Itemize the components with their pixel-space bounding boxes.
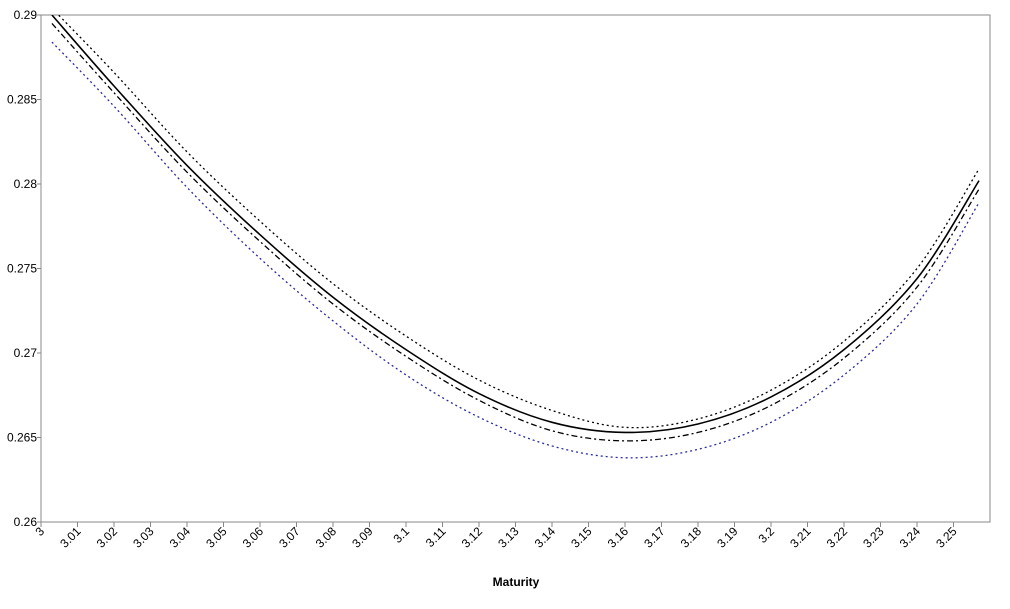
x-tick-label: 3.16 [605, 524, 632, 551]
x-tick-label: 3.08 [313, 524, 340, 551]
x-tick-label: 3.06 [240, 524, 267, 551]
x-tick-label: 3.21 [787, 524, 814, 551]
x-tick-label: 3.23 [860, 524, 887, 551]
x-tick-label: 3 [32, 524, 47, 539]
x-tick-label: 3.15 [568, 524, 595, 551]
y-tick-label: 0.26 [14, 515, 38, 529]
series-line [57, 15, 980, 429]
x-tick-label: 3.05 [203, 524, 230, 551]
x-tick-label: 3.01 [57, 524, 84, 551]
series-line [51, 15, 980, 434]
plot-area [51, 15, 980, 459]
x-tick-label: 3.09 [349, 524, 376, 551]
x-tick-label: 3.1 [390, 524, 412, 546]
x-tick-label: 3.2 [755, 524, 777, 546]
x-tick-label: 3.13 [495, 524, 522, 551]
x-axis-label: Maturity [493, 575, 540, 589]
series-line [51, 23, 980, 442]
x-tick-label: 3.19 [714, 524, 741, 551]
y-tick-label: 0.29 [14, 8, 38, 22]
plot-frame [40, 14, 991, 523]
y-tick-label: 0.285 [7, 93, 37, 107]
y-tick-label: 0.275 [7, 262, 37, 276]
x-tick-label: 3.07 [276, 524, 303, 551]
series-line [51, 41, 980, 459]
x-tick-label: 3.02 [94, 524, 121, 551]
x-tick-label: 3.25 [933, 524, 960, 551]
x-tick-label: 3.12 [459, 524, 486, 551]
x-tick-label: 3.11 [423, 524, 449, 550]
x-tick-label: 3.24 [897, 524, 924, 551]
x-tick-label: 3.03 [130, 524, 157, 551]
x-tick-label: 3.22 [824, 524, 851, 551]
y-tick-label: 0.265 [7, 431, 37, 445]
x-tick-label: 3.17 [641, 524, 668, 551]
y-tick-label: 0.27 [14, 346, 38, 360]
x-tick-label: 3.18 [678, 524, 705, 551]
y-tick-label: 0.28 [14, 177, 38, 191]
x-tick-label: 3.14 [532, 524, 559, 551]
x-tick-label: 3.04 [167, 524, 194, 551]
